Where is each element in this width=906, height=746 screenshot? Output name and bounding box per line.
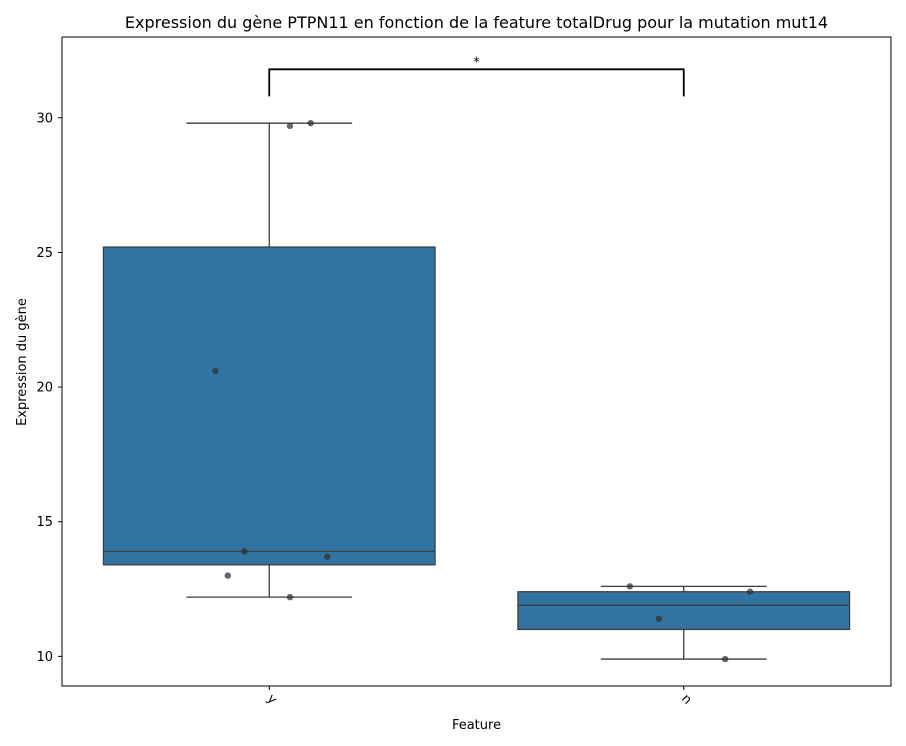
y-tick-label: 25 [36,246,53,261]
significance-label: * [473,55,480,70]
box-y [102,246,436,566]
y-tick-label: 20 [36,381,53,396]
data-point [286,122,294,130]
data-point [307,119,314,127]
data-point [224,572,231,579]
x-axis-label: Feature [452,718,501,733]
box-n [517,591,851,631]
y-tick-label: 10 [36,650,53,665]
data-point [655,615,663,622]
data-point [626,583,634,590]
plot-frame [61,36,892,687]
data-point [722,655,729,663]
x-tick-label: y [264,691,280,707]
chart-title: Expression du gène PTPN11 en fonction de… [125,13,828,32]
data-point [746,588,754,595]
data-point [324,553,331,560]
data-point [241,548,248,555]
y-axis-label: Expression du gène [15,298,30,426]
y-tick-label: 30 [36,111,53,126]
significance-bracket [268,68,685,97]
data-point [286,593,294,601]
y-tick-label: 15 [36,515,53,530]
data-point [212,367,219,375]
x-tick-label: n [678,691,694,707]
